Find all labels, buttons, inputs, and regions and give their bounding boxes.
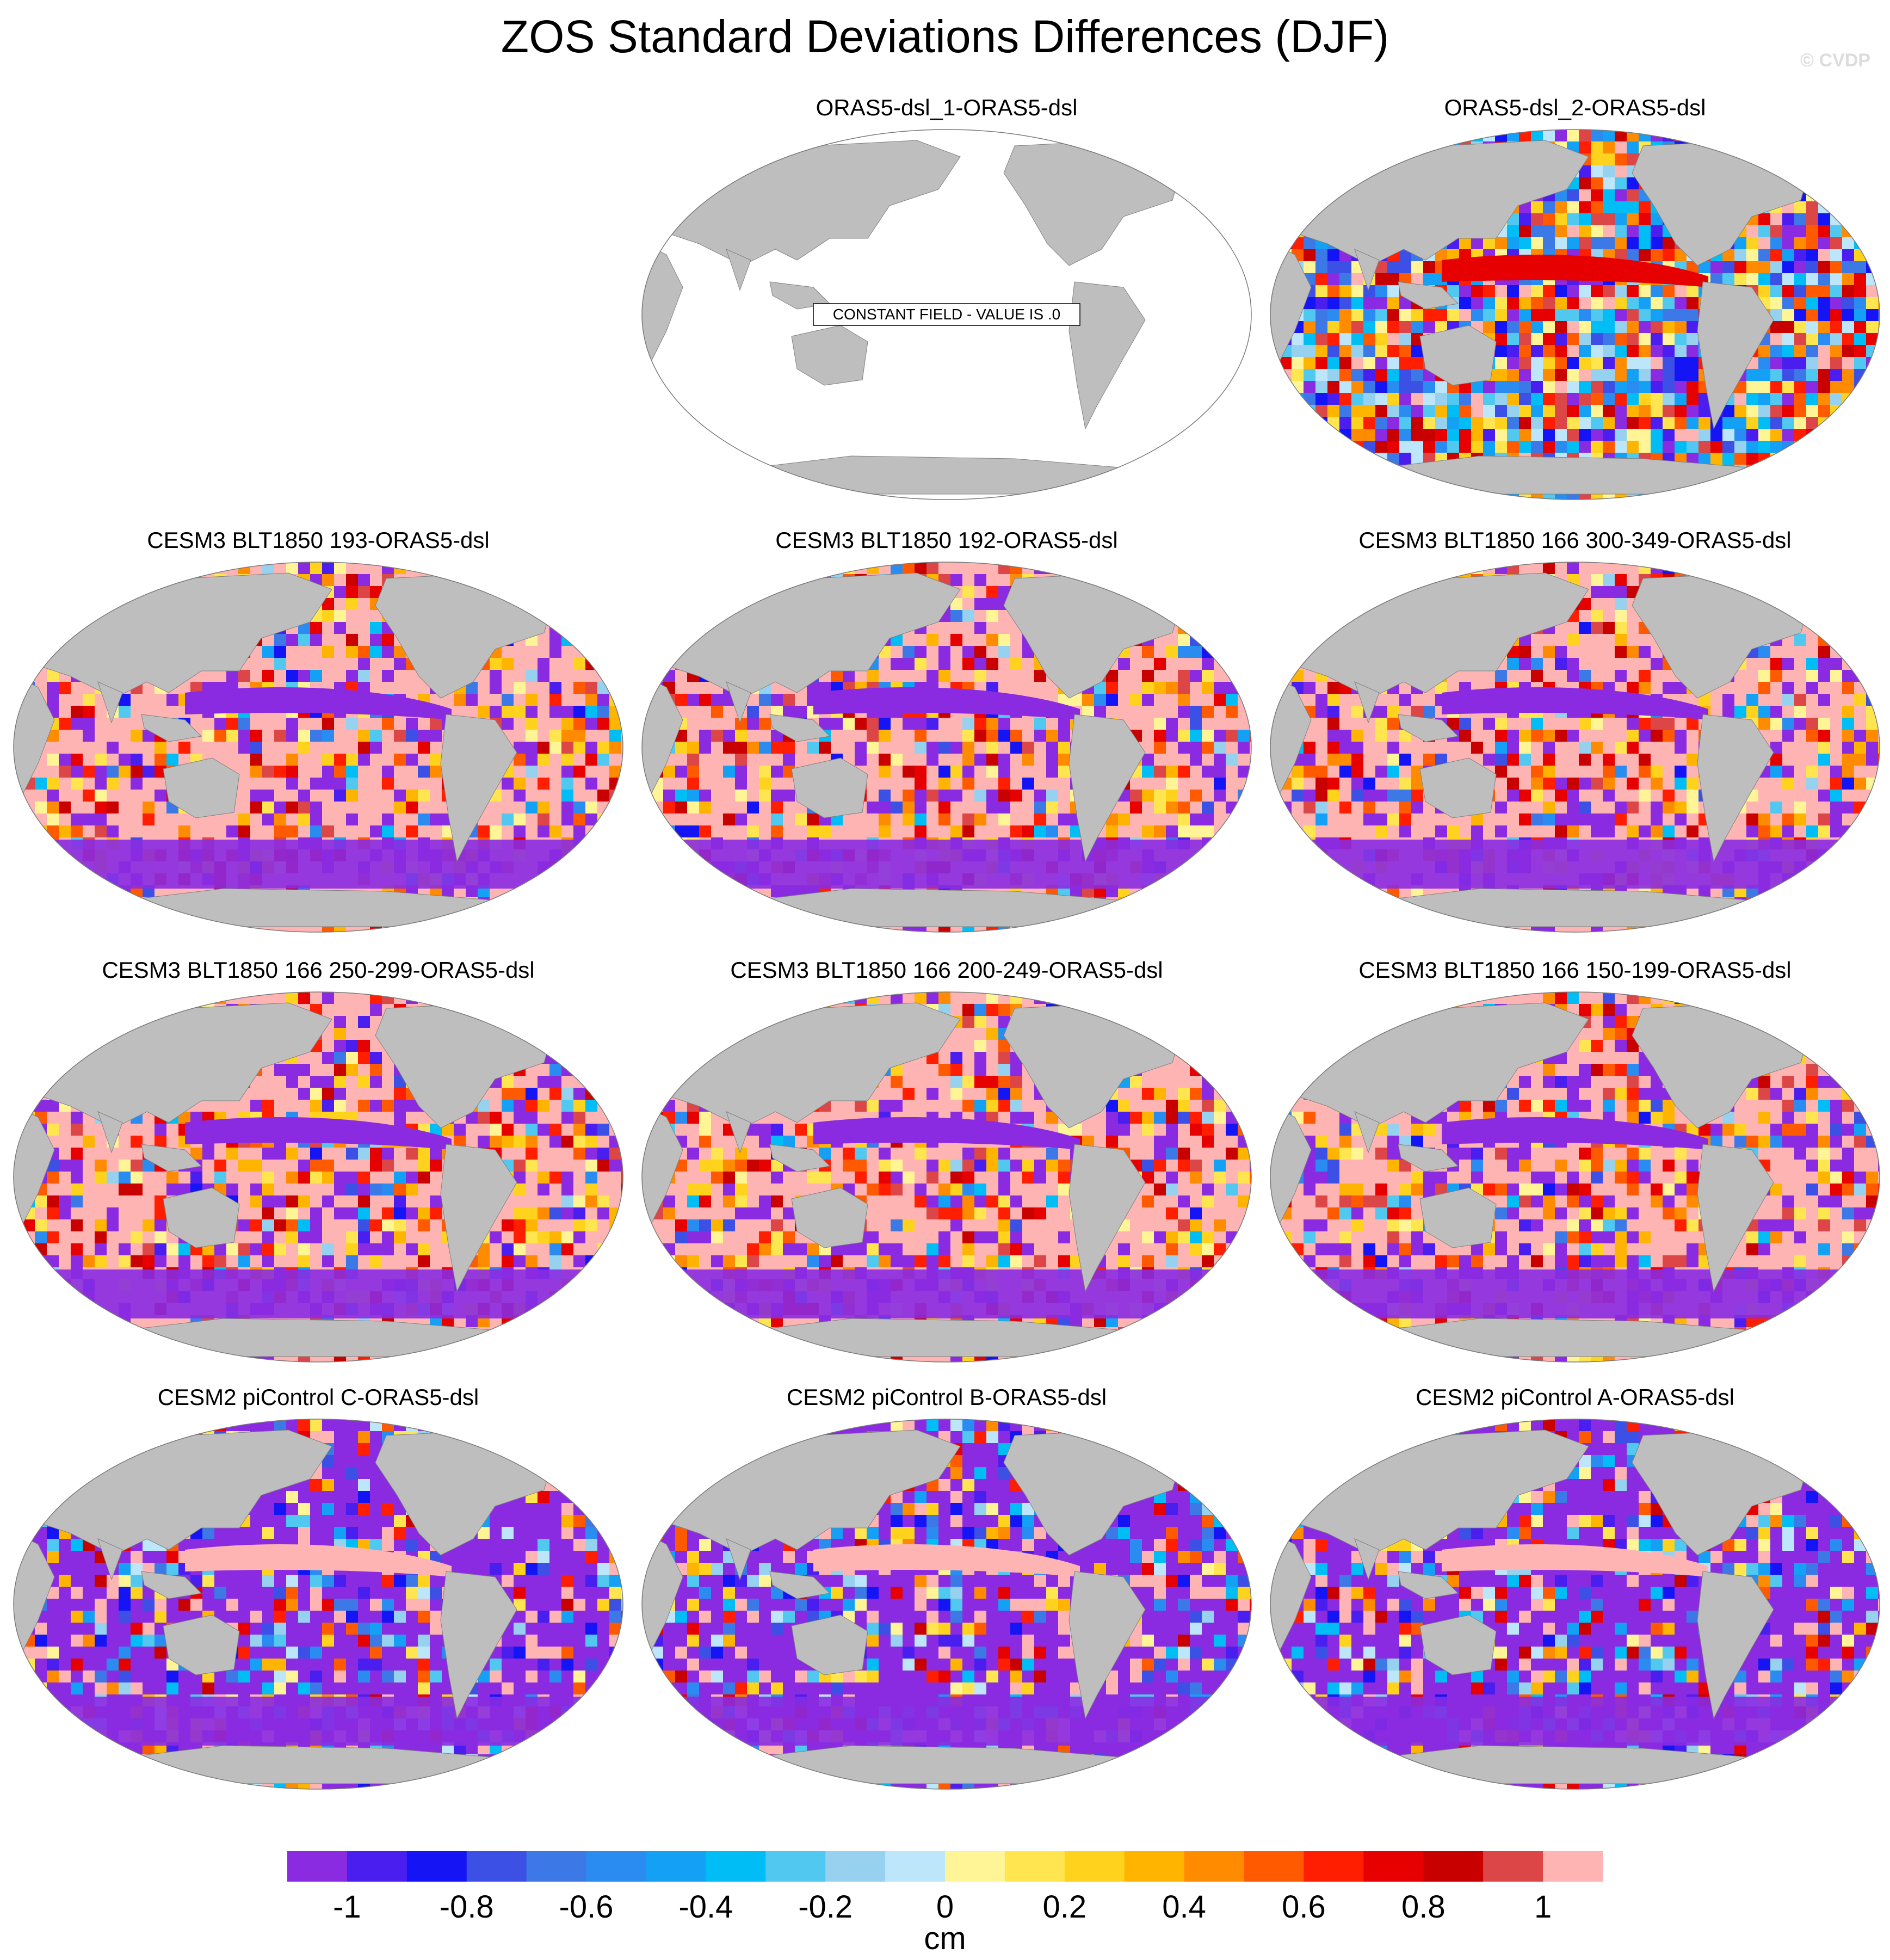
panel-title: CESM2 piControl A-ORAS5-dsl [1416, 1384, 1734, 1410]
colorbar-tick-label: -0.2 [798, 1889, 853, 1925]
panel-title: ORAS5-dsl_2-ORAS5-dsl [1444, 95, 1706, 120]
colorbar-tick-label: -0.8 [439, 1889, 494, 1925]
map [13, 1419, 623, 1790]
panel-title: CESM3 BLT1850 166 200-249-ORAS5-dsl [730, 957, 1163, 983]
panel-title: CESM2 piControl C-ORAS5-dsl [157, 1384, 479, 1410]
colorbar-tick-label: 0.6 [1282, 1889, 1326, 1925]
colorbar-tick-label: -0.6 [559, 1889, 614, 1925]
map [641, 1419, 1252, 1790]
panel-title: CESM3 BLT1850 193-ORAS5-dsl [147, 527, 490, 553]
colorbar-bin [1064, 1851, 1125, 1882]
colorbar-unit-label: cm [924, 1921, 966, 1956]
map [1270, 1419, 1880, 1790]
panel-title: ORAS5-dsl_1-ORAS5-dsl [816, 95, 1078, 120]
colorbar-bin [825, 1851, 886, 1882]
panel-title: CESM2 piControl B-ORAS5-dsl [786, 1384, 1107, 1410]
colorbar-bin [646, 1851, 706, 1882]
map [1270, 129, 1880, 500]
map-panel: CESM3 BLT1850 166 200-249-ORAS5-dsl [634, 955, 1259, 1385]
colorbar-bin [885, 1851, 946, 1882]
map [1270, 562, 1880, 933]
colorbar-bin [1423, 1851, 1484, 1882]
map-panel: CESM3 BLT1850 166 250-299-ORAS5-dsl [5, 955, 631, 1385]
map: CONSTANT FIELD - VALUE IS .0 [641, 129, 1252, 500]
map [641, 991, 1252, 1363]
colorbar-tick-label: 0.2 [1042, 1889, 1087, 1925]
colorbar-bin [347, 1851, 407, 1882]
colorbar-tick-label: 0.8 [1401, 1889, 1446, 1925]
constant-field-note: CONSTANT FIELD - VALUE IS .0 [833, 306, 1061, 323]
colorbar-bin [765, 1851, 826, 1882]
map-panel: CESM2 piControl A-ORAS5-dsl [1262, 1382, 1888, 1812]
watermark: © CVDP [1800, 50, 1870, 71]
colorbar-tick-label: 1 [1534, 1889, 1552, 1925]
map [641, 562, 1252, 933]
map-panel: CESM3 BLT1850 166 150-199-ORAS5-dsl [1262, 955, 1888, 1385]
colorbar-bin [406, 1851, 467, 1882]
map-panel: CESM3 BLT1850 166 300-349-ORAS5-dsl [1262, 525, 1888, 955]
colorbar-tick-label: 0.4 [1162, 1889, 1206, 1925]
colorbar-bin [1363, 1851, 1424, 1882]
colorbar-bin [1004, 1851, 1065, 1882]
panel-title: CESM3 BLT1850 166 150-199-ORAS5-dsl [1358, 957, 1792, 983]
colorbar-bin [1304, 1851, 1364, 1882]
colorbar-tick-label: -1 [333, 1889, 361, 1925]
colorbar-bin [287, 1851, 348, 1882]
panel-title: CESM3 BLT1850 166 300-349-ORAS5-dsl [1358, 527, 1792, 553]
page-title: ZOS Standard Deviations Differences (DJF… [501, 11, 1389, 62]
colorbar-bin [526, 1851, 587, 1882]
colorbar-bin [945, 1851, 1005, 1882]
colorbar-bin [1483, 1851, 1543, 1882]
map [13, 562, 623, 933]
map-panel: ORAS5-dsl_1-ORAS5-dsl CONSTANT FIELD - V… [634, 93, 1259, 522]
map-panel: CESM2 piControl C-ORAS5-dsl [5, 1382, 631, 1812]
map [13, 991, 623, 1363]
colorbar-bin [1244, 1851, 1304, 1882]
map [1270, 991, 1880, 1363]
panel-title: CESM3 BLT1850 192-ORAS5-dsl [775, 527, 1118, 553]
map-panel: CESM3 BLT1850 192-ORAS5-dsl [634, 525, 1259, 955]
colorbar-bin [586, 1851, 646, 1882]
colorbar-bin [706, 1851, 766, 1882]
colorbar-tick-label: -0.4 [678, 1889, 733, 1925]
colorbar-bin [466, 1851, 527, 1882]
colorbar-bin [1184, 1851, 1245, 1882]
map-panel: CESM3 BLT1850 193-ORAS5-dsl [5, 525, 631, 955]
colorbar-bin [1124, 1851, 1185, 1882]
map-panel: CESM2 piControl B-ORAS5-dsl [634, 1382, 1259, 1812]
panel-title: CESM3 BLT1850 166 250-299-ORAS5-dsl [102, 957, 535, 983]
map-panel: ORAS5-dsl_2-ORAS5-dsl [1262, 93, 1888, 522]
colorbar-bin [1543, 1851, 1603, 1882]
